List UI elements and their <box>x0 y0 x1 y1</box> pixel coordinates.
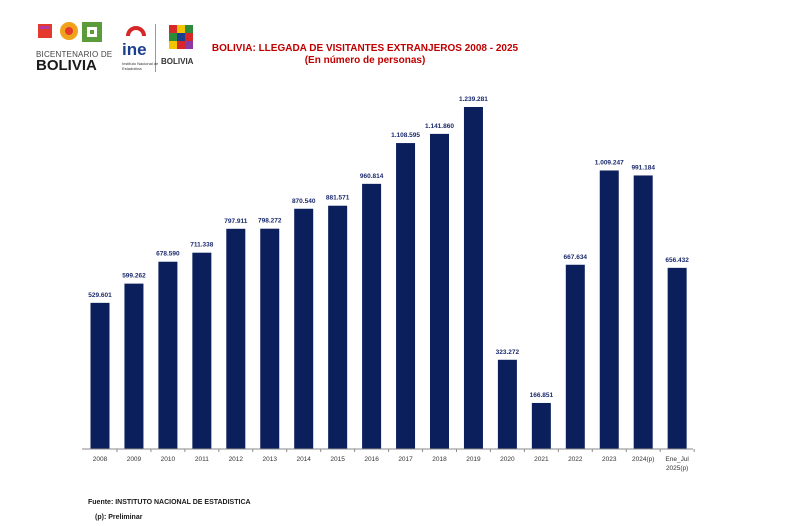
bar-8 <box>362 183 382 450</box>
x-label-14: 2022 <box>568 456 583 463</box>
data-labels: 529.601 599.262 678.590 711.338 797.911 798.2… <box>88 96 689 399</box>
bar-5 <box>260 228 280 449</box>
data-label-7: 881.571 <box>326 195 350 202</box>
x-label-17: Ene_Jul 2025(p) <box>665 456 689 472</box>
x-label-16: 2024(p) <box>632 456 654 463</box>
bar-11 <box>463 107 483 449</box>
x-axis-labels: 2008 2009 2010 2011 2012 2013 2014 2015 2016 2017… <box>93 456 690 472</box>
x-label-13: 2021 <box>534 456 549 463</box>
bar-13 <box>531 402 551 449</box>
bar-12 <box>497 359 517 449</box>
x-label-9: 2017 <box>398 456 413 463</box>
data-label-9: 1.108.595 <box>391 132 420 139</box>
header-logos: BICENTENARIO DE BOLIVIA ine Instituto Na… <box>36 20 206 76</box>
x-label-10: 2018 <box>432 456 447 463</box>
data-label-5: 798.272 <box>258 218 282 225</box>
chart-subtitle: (En número de personas) <box>304 55 426 66</box>
data-label-15: 1.009.247 <box>595 159 624 166</box>
data-label-17: 656.432 <box>665 257 689 264</box>
data-label-4: 797.911 <box>224 218 248 225</box>
x-label-0: 2008 <box>93 456 108 463</box>
bar-16 <box>633 175 653 450</box>
bolivia-label: BOLIVIA <box>36 57 97 74</box>
bicentenario-logo-icon <box>38 22 102 42</box>
footer-source: Fuente: INSTITUTO NACIONAL DE ESTADISTIC… <box>88 499 251 506</box>
bar-2 <box>158 261 178 449</box>
x-label-1: 2009 <box>127 456 142 463</box>
data-label-13: 166.851 <box>530 392 554 399</box>
ine-subtitle: Instituto Nacional de Estadística <box>122 61 159 71</box>
bar-4 <box>226 228 246 449</box>
data-label-0: 529.601 <box>88 292 112 299</box>
x-label-15: 2023 <box>602 456 617 463</box>
bar-15 <box>599 170 619 449</box>
footer-note: (p): Preliminar <box>95 514 143 521</box>
bar-7 <box>328 205 348 449</box>
bar-1 <box>124 283 144 449</box>
x-label-4: 2012 <box>229 456 244 463</box>
bar-6 <box>294 208 314 449</box>
data-label-10: 1.141.860 <box>425 123 454 130</box>
x-label-11: 2019 <box>466 456 481 463</box>
bolivia-crest-icon <box>169 25 193 49</box>
bicentenario-label: BICENTENARIO DE <box>36 50 113 59</box>
data-label-12: 323.272 <box>496 349 520 356</box>
data-label-14: 667.634 <box>564 254 588 261</box>
data-label-11: 1.239.281 <box>459 96 488 103</box>
data-label-16: 991.184 <box>631 164 655 171</box>
bar-10 <box>430 133 449 449</box>
x-label-5: 2013 <box>263 456 278 463</box>
x-label-2: 2010 <box>161 456 176 463</box>
bar-9 <box>396 143 416 450</box>
chart-title: BOLIVIA: LLEGADA DE VISITANTES EXTRANJER… <box>211 43 519 54</box>
ine-arc-icon <box>126 26 146 37</box>
bolivia-crest-label: BOLIVIA <box>161 57 194 66</box>
data-label-8: 960.814 <box>360 173 384 180</box>
logo-divider <box>155 24 156 72</box>
data-label-6: 870.540 <box>292 198 316 205</box>
bar-0 <box>90 302 110 449</box>
x-label-7: 2015 <box>330 456 345 463</box>
ine-logo-text: ine <box>122 40 147 59</box>
data-label-1: 599.262 <box>122 273 146 280</box>
data-label-3: 711.338 <box>190 242 214 249</box>
x-label-12: 2020 <box>500 456 515 463</box>
bar-series <box>90 107 687 450</box>
data-label-2: 678.590 <box>156 251 180 258</box>
x-label-6: 2014 <box>296 456 311 463</box>
bar-3 <box>192 252 212 449</box>
x-label-8: 2016 <box>364 456 379 463</box>
x-axis-ticks <box>116 449 695 452</box>
bar-14 <box>565 264 585 449</box>
x-label-3: 2011 <box>195 456 209 463</box>
bar-17 <box>667 267 687 449</box>
